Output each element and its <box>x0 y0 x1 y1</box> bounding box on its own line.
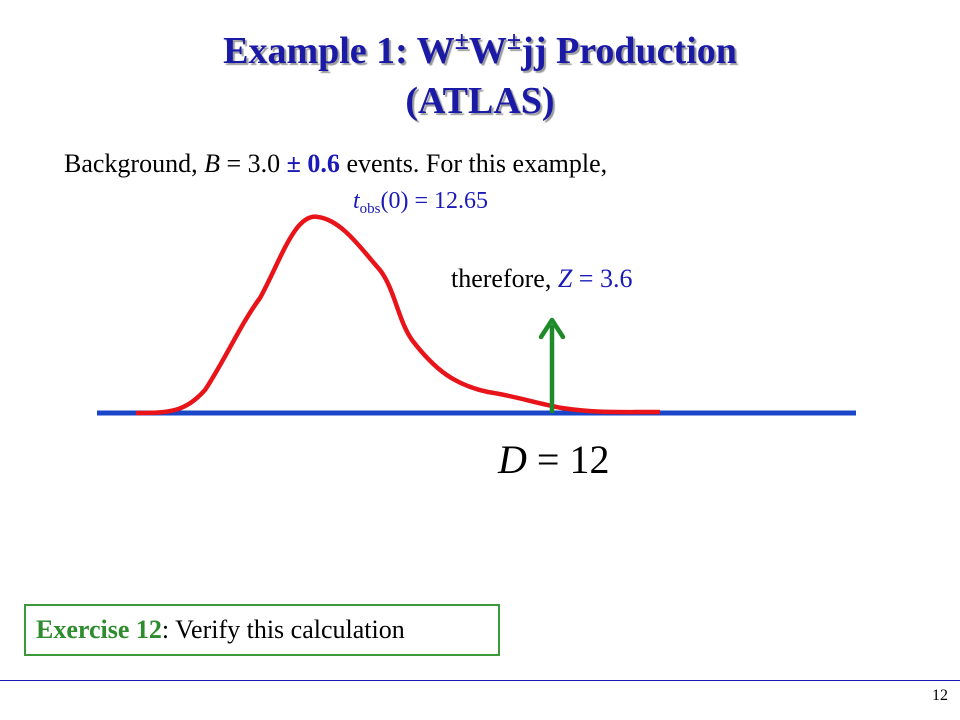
exercise-box: Exercise 12: Verify this calculation <box>24 604 500 656</box>
title-text-2: W <box>468 30 507 72</box>
observed-arrow-head <box>538 317 566 340</box>
therefore-prefix: therefore, <box>451 264 558 293</box>
t-obs-value: tobs(0) = 12.65 <box>353 188 488 218</box>
z-var: Z <box>557 264 573 293</box>
t-obs-rest: (0) = 12.65 <box>380 188 489 214</box>
title-line-1: Example 1: W±W±jj Production <box>0 18 960 74</box>
page-number: 12 <box>932 687 948 704</box>
title-text-1: Example 1: W <box>223 30 455 72</box>
background-statement: Background, B = 3.0 ± 0.6 events. For th… <box>64 149 607 179</box>
background-prefix: Background, <box>64 149 205 178</box>
title-text-3: jj Production <box>521 30 737 72</box>
footer-rule <box>0 680 960 681</box>
title-sup-1: ± <box>454 26 469 55</box>
observed-count-label: D = 12 <box>498 436 609 483</box>
significance-statement: therefore, Z = 3.6 <box>451 264 632 294</box>
exercise-label: Exercise 12 <box>36 615 162 644</box>
background-eq: = 3.0 <box>219 149 287 178</box>
d-value: = 12 <box>526 437 610 482</box>
d-var: D <box>498 437 527 482</box>
distribution-curve <box>135 214 661 416</box>
background-suffix: events. For this example, <box>339 149 608 178</box>
z-value: = 3.6 <box>572 264 633 293</box>
title-line-2: (ATLAS) <box>405 80 555 122</box>
t-obs-subscript: obs <box>359 201 381 217</box>
background-var: B <box>204 149 220 178</box>
background-error: ± 0.6 <box>286 149 340 178</box>
exercise-text: : Verify this calculation <box>161 615 405 644</box>
title-sup-2: ± <box>506 26 522 55</box>
t-obs-var: t <box>353 188 360 214</box>
